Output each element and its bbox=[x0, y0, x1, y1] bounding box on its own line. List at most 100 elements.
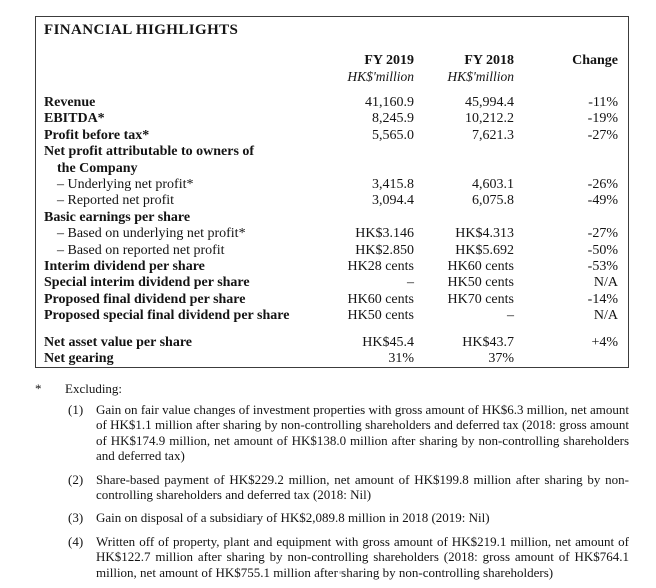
fy2018-value: 45,994.4 bbox=[465, 95, 514, 110]
footnote-marker: * bbox=[35, 381, 42, 396]
table-row: – Based on reported net profit HK$2.850 HK… bbox=[44, 243, 618, 259]
row-label: Interim dividend per share bbox=[44, 259, 205, 275]
fy2018-value: 4,603.1 bbox=[472, 177, 514, 193]
footnote-item: (1) Gain on fair value changes of investm… bbox=[68, 402, 629, 464]
fy2018-label: FY 2018 bbox=[464, 53, 514, 68]
row-label: – Based on reported net profit bbox=[57, 242, 225, 258]
row-label: Basic earnings per share bbox=[44, 209, 191, 225]
footnote-text: Written off of property, plant and equip… bbox=[96, 533, 629, 580]
footnote-item: (3) Gain on disposal of a subsidiary of H… bbox=[68, 510, 629, 525]
table-row: – Based on underlying net profit* HK$3.14… bbox=[44, 226, 618, 242]
fy2018-unit: HK$'million bbox=[447, 69, 514, 84]
header-spacer bbox=[44, 53, 324, 85]
change-value bbox=[514, 210, 618, 226]
change-value bbox=[514, 161, 618, 177]
fy2019-value: HK$3.146 bbox=[355, 226, 414, 242]
table-row: Interim dividend per share HK28 cents HK60… bbox=[44, 259, 618, 275]
row-label: – Based on underlying net profit* bbox=[57, 226, 246, 242]
fy2019-value: 3,415.8 bbox=[372, 177, 414, 193]
table-row: Net gearing 31% 37% bbox=[44, 351, 618, 367]
footnote-text: Gain on disposal of a subsidiary of HK$2… bbox=[96, 510, 490, 526]
fy2018-value: 6,075.8 bbox=[472, 193, 514, 209]
change-value bbox=[514, 351, 618, 367]
fy2019-value: 3,094.4 bbox=[372, 193, 414, 209]
change-value: -19% bbox=[587, 111, 618, 127]
change-value bbox=[514, 144, 618, 160]
row-label: – Reported net profit bbox=[57, 193, 175, 209]
table-row: EBITDA* 8,245.9 10,212.2 -19% bbox=[44, 111, 618, 127]
table-row: Revenue 41,160.9 45,994.4 -11% bbox=[44, 95, 618, 111]
footnote-item: (2) Share-based payment of HK$229.2 milli… bbox=[68, 472, 629, 503]
fy2019-value: 41,160.9 bbox=[365, 95, 414, 110]
fy2019-value: HK28 cents bbox=[347, 259, 415, 275]
change-value: -49% bbox=[587, 193, 618, 209]
table-row: the Company bbox=[44, 161, 618, 177]
table-row: Net asset value per share HK$45.4 HK$43.7 +… bbox=[44, 335, 618, 351]
change-value: -27% bbox=[587, 226, 618, 242]
fy2018-value: HK$5.692 bbox=[455, 242, 514, 258]
footnote-number: (3) bbox=[68, 510, 84, 526]
change-value: -26% bbox=[587, 177, 618, 193]
column-header-fy2019: FY 2019 HK$'million bbox=[324, 53, 414, 85]
change-value: +4% bbox=[591, 334, 618, 350]
change-value: N/A bbox=[593, 275, 618, 291]
fy2018-value bbox=[414, 210, 514, 226]
fy2019-value: HK50 cents bbox=[347, 308, 415, 324]
column-header-change: Change bbox=[514, 53, 618, 85]
fy2019-value: HK$2.850 bbox=[355, 242, 414, 258]
change-value: -50% bbox=[587, 242, 618, 258]
fy2018-value: 37% bbox=[488, 351, 514, 367]
fy2019-value: – bbox=[407, 275, 414, 291]
fy2019-value: 31% bbox=[388, 351, 414, 367]
table-row: – Underlying net profit* 3,415.8 4,603.1 -2… bbox=[44, 177, 618, 193]
change-value: -11% bbox=[588, 95, 618, 110]
row-label: Net asset value per share bbox=[44, 334, 193, 350]
fy2018-value bbox=[414, 144, 514, 160]
row-label: – Underlying net profit* bbox=[57, 177, 194, 193]
footnote-number: (4) bbox=[68, 533, 84, 549]
footnote-list: (1) Gain on fair value changes of investm… bbox=[68, 402, 629, 588]
row-label: EBITDA* bbox=[44, 111, 105, 127]
fy2019-value: HK60 cents bbox=[347, 291, 415, 307]
row-label: Proposed final dividend per share bbox=[44, 291, 246, 307]
table-row: Net profit attributable to owners of bbox=[44, 144, 618, 160]
fy2019-value: HK$45.4 bbox=[362, 334, 414, 350]
row-label: Net gearing bbox=[44, 351, 114, 367]
footnote-number: (2) bbox=[68, 471, 84, 487]
table-header-row: FY 2019 HK$'million FY 2018 HK$'million … bbox=[44, 53, 618, 85]
fy2018-value: HK70 cents bbox=[447, 291, 515, 307]
fy2019-value bbox=[324, 161, 414, 177]
page-number-artifact bbox=[339, 571, 344, 574]
footnote-item: (4) Written off of property, plant and eq… bbox=[68, 534, 629, 580]
table-row: Proposed final dividend per share HK60 ce… bbox=[44, 292, 618, 308]
fy2019-unit: HK$'million bbox=[347, 69, 414, 84]
table-row: – Reported net profit 3,094.4 6,075.8 -49% bbox=[44, 193, 618, 209]
footnote-number: (1) bbox=[68, 402, 84, 417]
change-label: Change bbox=[572, 53, 618, 68]
fy2018-value: HK60 cents bbox=[447, 259, 515, 275]
fy2019-value: 8,245.9 bbox=[372, 111, 414, 127]
row-label: Net profit attributable to owners of bbox=[44, 144, 255, 160]
table-row: Proposed special final dividend per shar… bbox=[44, 308, 618, 324]
table-row: Basic earnings per share bbox=[44, 210, 618, 226]
row-label: Special interim dividend per share bbox=[44, 275, 250, 291]
footnote-heading-row: * Excluding: bbox=[35, 381, 122, 396]
fy2018-value: 7,621.3 bbox=[472, 127, 514, 143]
fy2018-value: 10,212.2 bbox=[465, 111, 514, 127]
fy2019-value: 5,565.0 bbox=[372, 127, 414, 143]
row-label: Proposed special final dividend per shar… bbox=[44, 308, 290, 324]
fy2019-label: FY 2019 bbox=[364, 53, 414, 68]
table-row: Special interim dividend per share – HK50 … bbox=[44, 275, 618, 291]
row-label: Revenue bbox=[44, 95, 96, 110]
fy2019-value bbox=[324, 144, 414, 160]
fy2018-value: HK$43.7 bbox=[462, 334, 514, 350]
financial-highlights-box: FINANCIAL HIGHLIGHTS FY 2019 HK$'million… bbox=[35, 16, 629, 368]
row-label: Profit before tax* bbox=[44, 127, 150, 143]
change-value: -14% bbox=[587, 291, 618, 307]
change-value: -53% bbox=[587, 259, 618, 275]
footnote-heading: Excluding: bbox=[65, 381, 123, 396]
fy2018-value bbox=[414, 161, 514, 177]
change-value: -27% bbox=[587, 127, 618, 143]
fy2018-value: – bbox=[507, 308, 514, 324]
